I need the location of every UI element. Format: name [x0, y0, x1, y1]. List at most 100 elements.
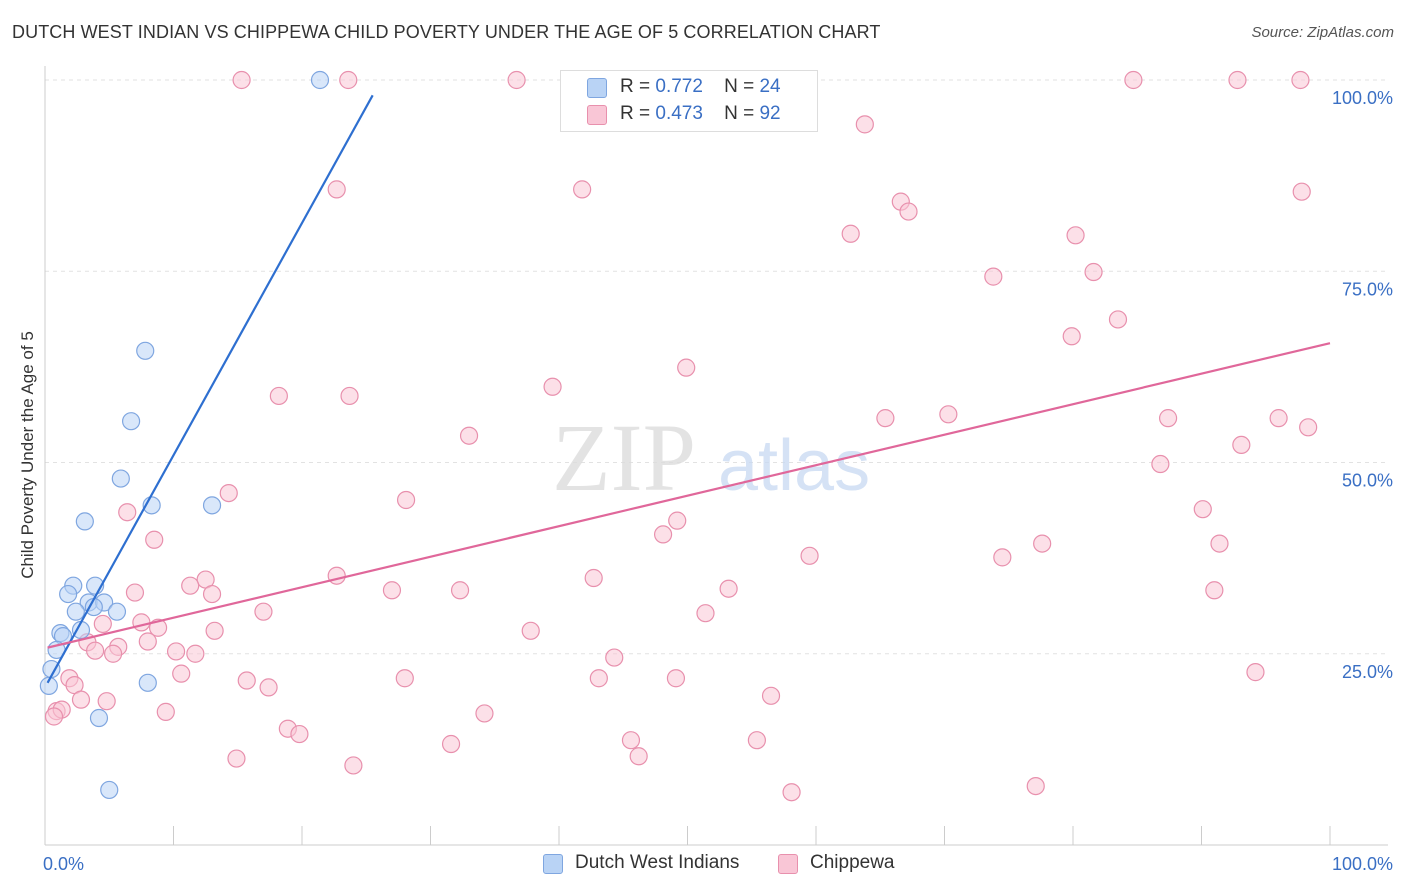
- chippewa-point: [800, 546, 819, 565]
- chippewa-point: [629, 747, 648, 766]
- chippewa-point: [219, 484, 238, 503]
- dutch-west-indian-point: [107, 602, 127, 621]
- chippewa-point: [939, 405, 958, 424]
- chippewa-point: [899, 202, 918, 221]
- dutch-west-indian-point: [75, 512, 94, 531]
- chippewa-point: [653, 525, 673, 544]
- chippewa-point: [573, 180, 592, 199]
- chippewa-point: [668, 511, 687, 530]
- dutch-west-indian-point: [310, 70, 330, 90]
- dutch-west-indian-point: [111, 469, 130, 488]
- legend-r-label: R =: [620, 76, 651, 97]
- chippewa-point: [227, 749, 246, 768]
- chippewa-point: [782, 783, 801, 802]
- chippewa-point: [138, 632, 157, 651]
- chippewa-point: [993, 548, 1012, 567]
- chippewa-point: [86, 641, 105, 660]
- chippewa-point: [344, 756, 363, 775]
- chippewa-point: [747, 731, 766, 750]
- chippewa-point: [327, 566, 346, 585]
- chippewa-point: [450, 581, 470, 600]
- dutch-west-indian-point: [121, 412, 141, 431]
- watermark-atlas: atlas: [718, 426, 870, 506]
- legend-r-value: 0.772: [655, 76, 703, 97]
- chippewa-point: [876, 409, 895, 428]
- chippewa-point: [71, 690, 91, 709]
- x-tick-label: 0.0%: [43, 854, 84, 874]
- chippewa-point: [543, 377, 562, 396]
- y-tick-label: 25.0%: [1342, 662, 1393, 682]
- series-label: Dutch West Indians: [575, 852, 740, 873]
- legend-n-value: 24: [759, 76, 781, 97]
- chippewa-point: [696, 604, 715, 623]
- chippewa-point: [605, 648, 624, 667]
- dutch-west-indian-points: [39, 70, 330, 800]
- chippewa-point: [677, 358, 696, 377]
- chippewa-point: [1066, 226, 1085, 245]
- chippewa-point: [202, 584, 222, 604]
- chippewa-point: [181, 576, 200, 595]
- dutch-west-indian-point: [136, 341, 155, 360]
- chippewa-point: [1232, 435, 1251, 455]
- chippewa-point: [290, 724, 309, 744]
- dutch-west-indian-point: [202, 496, 222, 515]
- chippewa-point: [327, 180, 346, 199]
- chippewa-point: [855, 115, 874, 134]
- y-axis-label: Child Poverty Under the Age of 5: [18, 331, 37, 579]
- chippewa-point: [719, 579, 738, 598]
- legend-r-label: R =: [620, 103, 651, 124]
- chippewa-point: [145, 530, 164, 549]
- series-swatch-pink: [778, 854, 798, 874]
- chippewa-point: [254, 602, 273, 621]
- chippewa-point: [232, 70, 251, 90]
- series-label: Chippewa: [810, 852, 895, 873]
- dutch-west-indian-point: [66, 602, 85, 621]
- chippewa-point: [1108, 310, 1128, 329]
- trend-line-dutch-west-indians: [46, 94, 374, 684]
- chippewa-point: [395, 669, 414, 688]
- chippewa-point: [166, 642, 186, 661]
- chippewa-point: [459, 426, 479, 445]
- chippewa-point: [382, 581, 402, 600]
- chippewa-point: [1292, 182, 1311, 201]
- chippewa-point: [441, 734, 461, 754]
- dutch-west-indian-point: [89, 708, 109, 728]
- chippewa-point: [521, 621, 540, 640]
- chippewa-point: [93, 614, 112, 634]
- watermark: ZIP atlas: [552, 404, 870, 511]
- chippewa-point: [984, 267, 1003, 286]
- chippewa-point: [186, 644, 205, 663]
- watermark-zip: ZIP: [552, 404, 696, 511]
- chippewa-point: [589, 669, 608, 688]
- dutch-west-indian-point: [59, 584, 78, 604]
- trend-line-chippewa: [47, 342, 1331, 649]
- y-tick-label: 50.0%: [1342, 471, 1393, 491]
- chippewa-point: [1033, 534, 1052, 553]
- legend-n-label: N =: [724, 76, 755, 97]
- chippewa-points: [44, 70, 1318, 802]
- chippewa-point: [507, 70, 526, 90]
- chippewa-point: [259, 678, 278, 697]
- chippewa-point: [205, 621, 224, 640]
- chippewa-point: [132, 613, 151, 632]
- chippewa-point: [1299, 418, 1318, 437]
- chippewa-point: [269, 386, 288, 406]
- axis-layer: [44, 66, 1388, 846]
- chippewa-point: [237, 671, 256, 690]
- chippewa-point: [97, 692, 116, 711]
- chippewa-point: [761, 686, 781, 705]
- legend-n-label: N =: [724, 103, 755, 124]
- chippewa-point: [621, 731, 641, 750]
- tick-labels: 25.0% 50.0% 75.0% 100.0% 0.0% 100.0%: [43, 88, 1393, 874]
- dutch-west-indian-point: [100, 780, 119, 800]
- chippewa-point: [1246, 663, 1265, 682]
- y-tick-label: 100.0%: [1332, 88, 1393, 108]
- chippewa-point: [1210, 534, 1229, 553]
- chippewa-point: [584, 568, 603, 588]
- legend-r-value: 0.473: [655, 103, 703, 124]
- chart-title: DUTCH WEST INDIAN VS CHIPPEWA CHILD POVE…: [12, 22, 881, 42]
- y-tick-label: 75.0%: [1342, 279, 1393, 299]
- chippewa-point: [125, 583, 145, 602]
- chippewa-point: [340, 386, 359, 406]
